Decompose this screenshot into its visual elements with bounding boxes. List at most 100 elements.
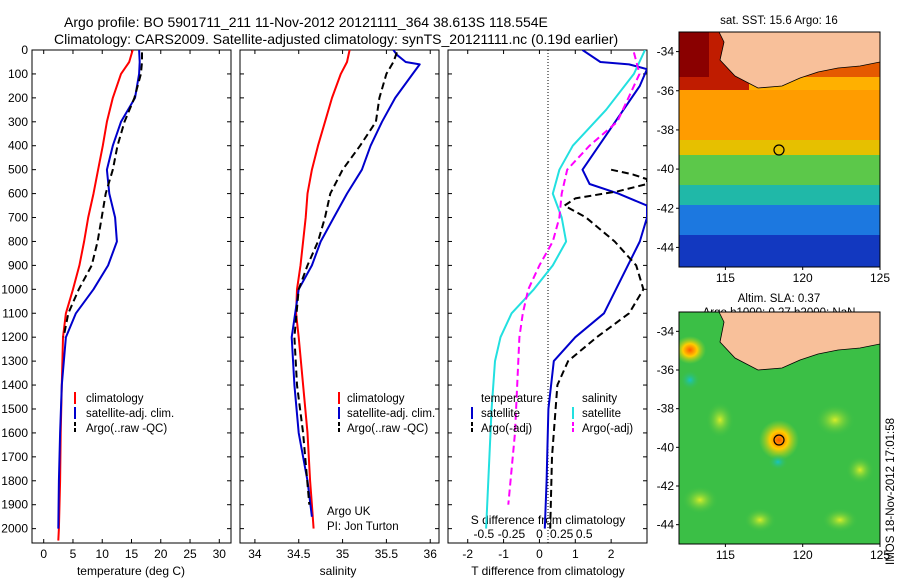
argo-position-marker <box>773 144 785 156</box>
sst-map: sat. SST: 15.6 Argo: 16 -34 -36 -38 -40 -42 -… <box>657 15 891 285</box>
map-x-tick-label: 115 <box>716 271 735 285</box>
sla-field <box>679 312 880 544</box>
x-tick-label: 34 <box>248 547 262 561</box>
depth-tick-label: 1100 <box>2 306 28 320</box>
annotation-pi: PI: Jon Turton <box>327 521 399 533</box>
s-difference-xlabel: S difference from climatology <box>471 513 626 527</box>
temperature-x-ticks: 0 5 10 15 20 25 30 <box>40 50 226 561</box>
series-line-satellite-adj-clim <box>57 50 141 529</box>
map-y-tick-label: -44 <box>657 518 675 532</box>
salinity-legend: climatology satellite-adj. clim. Argo(..… <box>338 392 435 435</box>
map-y-tick-label: -36 <box>657 363 675 377</box>
argo-position-marker <box>773 434 785 446</box>
depth-tick-label: 1700 <box>1 450 28 464</box>
x-tick-label: 15 <box>125 547 139 561</box>
x-tick-label: 0 <box>536 547 543 561</box>
series-line-climatology <box>295 50 351 529</box>
legend-t-satellite: satellite <box>481 408 520 420</box>
series-line-argo-raw-qc <box>62 52 143 338</box>
salinity-xlabel: salinity <box>320 564 357 578</box>
temperature-xlabel: temperature (deg C) <box>77 564 185 578</box>
s-tick-label: -0.5 <box>474 527 495 541</box>
sst-map-frame <box>678 31 881 268</box>
depth-tick-label: 1300 <box>1 354 28 368</box>
depth-tick-label: 900 <box>8 258 28 272</box>
series-line-s-argo-adj <box>507 52 641 505</box>
legend-climatology: climatology <box>347 393 405 405</box>
x-tick-label: 35.5 <box>375 547 399 561</box>
s-tick-label: 0.5 <box>576 527 593 541</box>
legend-argo: Argo(..raw -QC) <box>86 423 167 435</box>
footer-note: IMOS 18-Nov-2012 17:01:58 <box>885 418 897 565</box>
x-tick-label: 20 <box>154 547 168 561</box>
header-line2: Climatology: CARS2009. Satellite-adjuste… <box>54 31 618 47</box>
temperature-panel: 0100200300400500600700800900100011001200… <box>1 43 232 578</box>
depth-tick-label: 800 <box>8 234 28 248</box>
legend-t-argo: Argo(-adj) <box>481 423 532 435</box>
difference-series <box>485 50 647 529</box>
map-y-tick-label: -36 <box>657 84 675 98</box>
difference-panel: -2 -1 0 1 2 -0.5 -0.25 0 0.25 0.5 S difference f… <box>447 49 648 578</box>
temperature-legend: climatology satellite-adj. clim. Argo(..… <box>74 392 174 435</box>
header-line1: Argo profile: BO 5901711_211 11-Nov-2012… <box>64 14 548 30</box>
depth-tick-label: 1900 <box>1 498 28 512</box>
legend-satellite: satellite-adj. clim. <box>86 408 174 420</box>
x-tick-label: 36 <box>424 547 438 561</box>
depth-tick-label: 0 <box>21 43 28 57</box>
legend-salinity-title: salinity <box>582 393 617 405</box>
sla-map-frame <box>678 311 881 545</box>
t-difference-xlabel: T difference from climatology <box>471 564 625 578</box>
depth-ticks: 0 100 200 300 400 500 600 700 800 900 1000 1100 1200… <box>1 43 231 536</box>
series-line-t-satellite <box>543 50 647 529</box>
depth-tick-label: 300 <box>8 115 28 129</box>
map-y-tick-label: -42 <box>657 201 675 215</box>
sla-map: Altim. SLA: 0.37 Argo h1000: 0.27 h2000:… <box>657 293 891 562</box>
s-tick-label: 0.25 <box>550 527 574 541</box>
map-y-tick-label: -34 <box>657 45 675 59</box>
depth-tick-label: 2000 <box>1 522 28 536</box>
depth-tick-label: 1200 <box>1 330 28 344</box>
map-y-tick-label: -34 <box>657 324 675 338</box>
map-y-tick-label: -40 <box>657 440 675 454</box>
s-difference-ticks: -0.5 -0.25 0 0.25 0.5 <box>474 527 593 541</box>
temperature-axes-box <box>31 49 232 544</box>
map-x-tick-label: 115 <box>716 548 735 562</box>
salinity-panel: 34 34.5 35 35.5 36 salinity climatology sate… <box>239 49 440 578</box>
map-x-tick-label: 120 <box>793 548 813 562</box>
x-tick-label: 5 <box>70 547 77 561</box>
map-x-tick-label: 125 <box>870 548 890 562</box>
map-y-tick-label: -44 <box>657 240 675 254</box>
x-tick-label: -2 <box>462 547 473 561</box>
series-line-satellite-adj-clim <box>290 50 421 517</box>
annotation-argo-uk: Argo UK <box>327 506 371 518</box>
x-tick-label: 10 <box>96 547 110 561</box>
salinity-series <box>290 50 421 529</box>
map-x-tick-label: 120 <box>793 271 813 285</box>
x-tick-label: 1 <box>572 547 579 561</box>
map-y-tick-label: -38 <box>657 402 675 416</box>
salinity-axes-box <box>239 49 440 544</box>
legend-climatology: climatology <box>86 393 144 405</box>
sla-map-title: Altim. SLA: 0.37 <box>738 293 820 305</box>
x-tick-label: 25 <box>183 547 197 561</box>
x-tick-label: 2 <box>608 547 615 561</box>
legend-s-satellite: satellite <box>582 408 621 420</box>
x-tick-label: -1 <box>498 547 509 561</box>
land-australia <box>718 312 880 371</box>
salinity-y-ticks <box>240 49 439 530</box>
salinity-x-ticks: 34 34.5 35 35.5 36 <box>248 50 437 561</box>
depth-tick-label: 1000 <box>1 282 28 296</box>
legend-temperature-title: temperature <box>481 393 543 405</box>
depth-tick-label: 600 <box>8 187 28 201</box>
series-line-s-satellite <box>485 50 646 529</box>
sst-map-title: sat. SST: 15.6 Argo: 16 <box>720 15 838 27</box>
map-y-tick-label: -40 <box>657 162 675 176</box>
map-y-tick-label: -38 <box>657 123 675 137</box>
depth-tick-label: 1500 <box>1 402 28 416</box>
map-x-tick-label: 125 <box>870 271 890 285</box>
series-line-t-argo-adj <box>549 168 647 529</box>
depth-tick-label: 700 <box>8 211 28 225</box>
depth-tick-label: 1600 <box>1 426 28 440</box>
depth-tick-label: 500 <box>8 163 28 177</box>
